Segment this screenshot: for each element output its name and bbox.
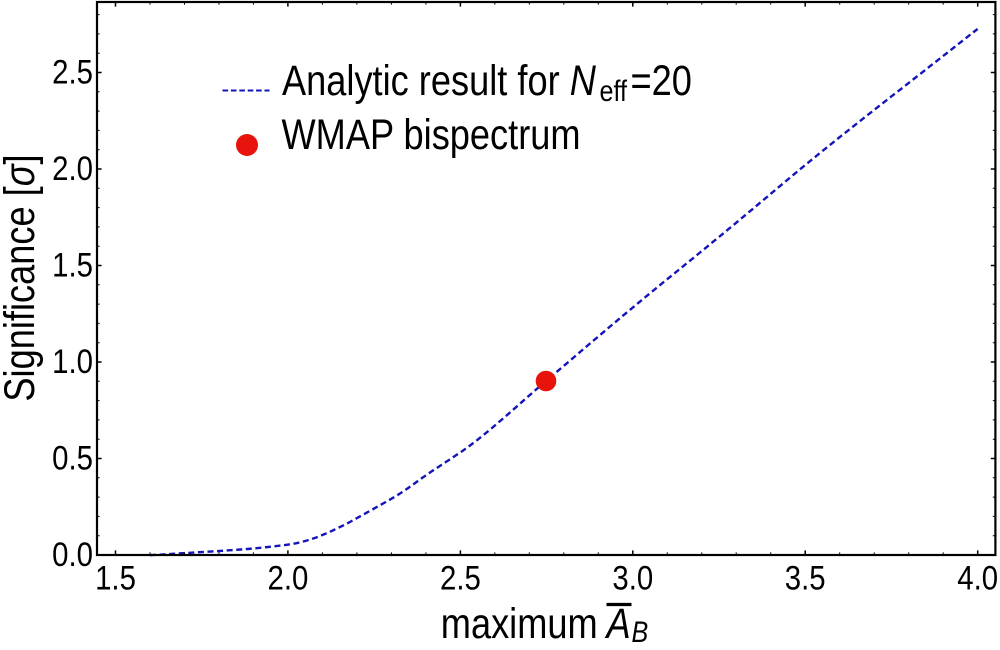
svg-text:Analytic result for N: Analytic result for N [282, 57, 596, 104]
svg-text:=20: =20 [631, 57, 692, 104]
svg-text:eff: eff [600, 74, 628, 107]
svg-text:Significance [σ]: Significance [σ] [0, 154, 44, 401]
svg-text:2.0: 2.0 [267, 558, 308, 597]
svg-text:3.5: 3.5 [785, 558, 826, 597]
svg-text:2.5: 2.5 [440, 558, 481, 597]
svg-text:2.0: 2.0 [52, 149, 93, 188]
svg-text:3.0: 3.0 [612, 558, 653, 597]
svg-text:B: B [632, 615, 649, 648]
svg-text:1.0: 1.0 [52, 342, 93, 381]
svg-text:4.0: 4.0 [957, 558, 998, 597]
svg-text:WMAP bispectrum: WMAP bispectrum [282, 111, 581, 158]
svg-text:A: A [605, 601, 631, 648]
svg-text:2.5: 2.5 [52, 52, 93, 91]
svg-text:0.5: 0.5 [52, 438, 93, 477]
svg-text:1.5: 1.5 [95, 558, 136, 597]
svg-text:maximum: maximum [441, 601, 598, 648]
svg-text:0.0: 0.0 [52, 535, 93, 574]
svg-text:1.5: 1.5 [52, 245, 93, 284]
